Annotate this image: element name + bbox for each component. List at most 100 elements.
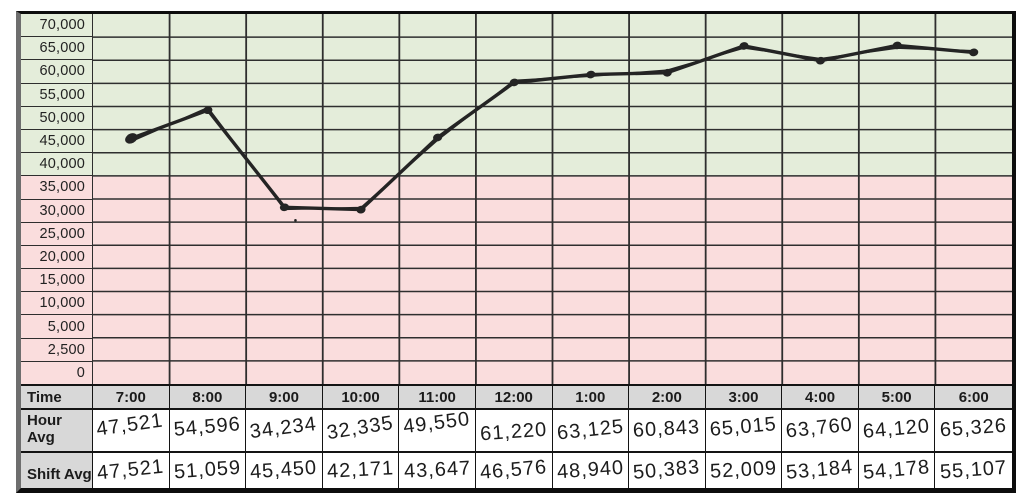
handwritten-value-cell: 61,220 <box>475 410 553 451</box>
data-point-dot <box>125 133 138 144</box>
handwritten-value-cell: 55,107 <box>935 453 1012 488</box>
time-cell: 10:00 <box>322 386 400 408</box>
handwritten-value: 65,326 <box>939 414 1008 442</box>
handwritten-value: 51,059 <box>173 456 242 484</box>
handwritten-value-cell: 63,125 <box>552 410 630 451</box>
handwritten-value: 43,647 <box>402 457 472 483</box>
y-axis-labels: 70,000 65,000 60,000 55,000 50,000 45,000 40,0… <box>21 14 93 384</box>
handwritten-value-cell: 49,550 <box>399 410 476 451</box>
handwritten-value-cell: 47,521 <box>93 453 170 488</box>
y-axis-tick-label: 30,000 <box>21 199 92 223</box>
data-point-dot <box>969 48 979 57</box>
handwritten-value: 46,576 <box>479 456 549 484</box>
time-row-label: Time <box>21 386 93 408</box>
handwritten-value: 48,940 <box>555 456 625 484</box>
handwritten-value: 47,521 <box>95 410 165 441</box>
stray-ink-dot <box>294 219 297 222</box>
time-cell: 8:00 <box>169 386 247 408</box>
handwritten-value-cell: 63,760 <box>782 410 859 451</box>
handwritten-value-cell: 47,521 <box>93 410 170 451</box>
time-cell: 7:00 <box>93 386 170 408</box>
shift-avg-row: Shift Avg 47,521 51,059 45,450 42,171 43,647… <box>21 453 1012 488</box>
y-axis-tick-label: 45,000 <box>21 129 92 154</box>
y-axis-tick-label: 5,000 <box>21 315 92 339</box>
hand-drawn-line <box>129 43 976 212</box>
data-point-dot <box>433 133 443 142</box>
data-point-dot <box>356 205 366 214</box>
handwritten-value-cell: 65,015 <box>705 410 783 451</box>
y-axis-tick-label: 55,000 <box>21 83 92 107</box>
handwritten-value: 34,234 <box>248 413 319 444</box>
handwritten-value: 63,125 <box>555 415 625 445</box>
handwritten-value-cell: 65,326 <box>935 410 1012 451</box>
handwritten-value-cell: 60,843 <box>629 410 706 451</box>
handwritten-value-cell: 64,120 <box>858 410 936 451</box>
data-point-dot <box>662 68 672 77</box>
handwritten-value-cell: 51,059 <box>169 453 247 488</box>
shift-avg-row-label: Shift Avg <box>21 453 93 488</box>
time-header-row: Time 7:00 8:00 9:00 10:00 11:00 12:00 1:00 2:00… <box>21 384 1012 410</box>
handwritten-value: 32,335 <box>325 411 396 445</box>
handwritten-value-cell: 34,234 <box>246 410 323 451</box>
handwritten-value: 63,760 <box>785 413 855 443</box>
handwritten-value: 61,220 <box>479 418 549 446</box>
data-point-dot <box>203 106 213 115</box>
handwritten-value: 64,120 <box>862 415 931 443</box>
time-cell: 4:00 <box>782 386 859 408</box>
time-cell: 6:00 <box>935 386 1012 408</box>
time-cell: 9:00 <box>246 386 323 408</box>
handwritten-value-cell: 42,171 <box>322 453 400 488</box>
handwritten-value: 55,107 <box>939 456 1008 484</box>
handwritten-value: 50,383 <box>632 456 702 484</box>
hour-avg-row: Hour Avg 47,521 54,596 34,234 32,335 49,550 6… <box>21 410 1012 453</box>
time-cell: 11:00 <box>399 386 476 408</box>
hour-avg-row-label: Hour Avg <box>21 410 93 451</box>
handwritten-value-cell: 46,576 <box>475 453 553 488</box>
y-axis-tick-label: 65,000 <box>21 37 92 61</box>
handwritten-value-cell: 48,940 <box>552 453 630 488</box>
time-cell: 2:00 <box>629 386 706 408</box>
handwritten-value-cell: 50,383 <box>629 453 706 488</box>
handwritten-value: 54,596 <box>172 413 242 441</box>
handwritten-value-cell: 54,596 <box>169 410 247 451</box>
handwritten-value-cell: 53,184 <box>782 453 859 488</box>
y-axis-tick-label: 35,000 <box>21 176 92 200</box>
y-axis-tick-label: 2,500 <box>21 338 92 362</box>
y-axis-tick-label: 10,000 <box>21 292 92 316</box>
handwritten-value: 65,015 <box>708 413 778 441</box>
handwritten-value: 52,009 <box>709 457 778 483</box>
y-axis-tick-label: 20,000 <box>21 245 92 270</box>
plot-grid <box>93 14 1012 384</box>
handwritten-value-cell: 54,178 <box>858 453 936 488</box>
handwritten-value: 42,171 <box>326 457 395 483</box>
chart-canvas <box>93 14 1012 384</box>
time-cell: 3:00 <box>705 386 783 408</box>
handwritten-value-cell: 45,450 <box>246 453 323 488</box>
handwritten-value-cell: 43,647 <box>399 453 476 488</box>
data-point-dot <box>815 56 826 65</box>
handwritten-value: 60,843 <box>632 416 701 442</box>
data-point-dot <box>509 78 519 87</box>
handwritten-value: 47,521 <box>96 455 166 485</box>
data-point-dot <box>279 203 290 212</box>
y-axis-tick-label: 15,000 <box>21 269 92 293</box>
data-point-dot <box>739 42 749 50</box>
handwritten-value: 54,178 <box>862 456 931 484</box>
time-cell: 5:00 <box>858 386 936 408</box>
chart-area: 70,000 65,000 60,000 55,000 50,000 45,000 40,0… <box>21 14 1012 384</box>
y-axis-tick-label: 50,000 <box>21 106 92 130</box>
data-point-dot <box>892 41 902 50</box>
handwritten-value: 53,184 <box>785 456 855 484</box>
time-cell: 12:00 <box>475 386 553 408</box>
y-axis-tick-label: 60,000 <box>21 60 92 84</box>
y-axis-tick-label: 0 <box>21 361 92 384</box>
handwritten-value: 49,550 <box>401 410 471 439</box>
handwritten-value-cell: 32,335 <box>322 410 400 451</box>
y-axis-tick-label: 40,000 <box>21 153 92 177</box>
time-cell: 1:00 <box>552 386 630 408</box>
spreadsheet-table: 70,000 65,000 60,000 55,000 50,000 45,000 40,0… <box>16 11 1016 493</box>
handwritten-value: 45,450 <box>249 456 319 484</box>
y-axis-tick-label: 25,000 <box>21 222 92 246</box>
y-axis-tick-label: 70,000 <box>21 14 92 38</box>
